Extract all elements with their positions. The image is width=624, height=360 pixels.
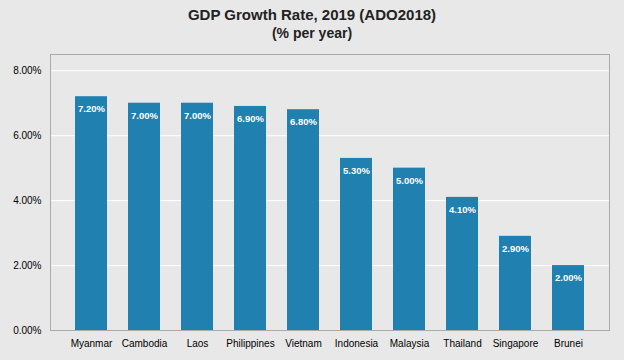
svg-text:2.00%: 2.00%: [555, 272, 582, 283]
svg-text:4.00%: 4.00%: [13, 195, 41, 206]
svg-text:Brunei: Brunei: [554, 338, 583, 349]
svg-text:5.30%: 5.30%: [343, 165, 370, 176]
svg-text:Cambodia: Cambodia: [122, 338, 168, 349]
svg-text:7.20%: 7.20%: [78, 103, 105, 114]
svg-text:Indonesia: Indonesia: [335, 338, 379, 349]
svg-text:0.00%: 0.00%: [13, 325, 41, 336]
svg-text:8.00%: 8.00%: [13, 65, 41, 76]
svg-text:6.80%: 6.80%: [290, 116, 317, 127]
svg-text:Malaysia: Malaysia: [390, 338, 430, 349]
svg-text:Philippines: Philippines: [226, 338, 274, 349]
svg-text:6.90%: 6.90%: [237, 113, 264, 124]
svg-text:Myanmar: Myanmar: [71, 338, 113, 349]
svg-text:7.00%: 7.00%: [184, 110, 211, 121]
svg-text:2.00%: 2.00%: [13, 260, 41, 271]
svg-text:5.00%: 5.00%: [396, 175, 423, 186]
svg-text:6.00%: 6.00%: [13, 130, 41, 141]
svg-text:7.00%: 7.00%: [131, 110, 158, 121]
html-text:GDP Growth Rate, 2019 (ADO2018: GDP Growth Rate, 2019 (ADO2018): [187, 6, 437, 23]
svg-text:Thailand: Thailand: [443, 338, 481, 349]
svg-text:Laos: Laos: [187, 338, 209, 349]
svg-text:Vietnam: Vietnam: [285, 338, 322, 349]
svg-text:2.90%: 2.90%: [502, 243, 529, 254]
svg-text:Singapore: Singapore: [493, 338, 539, 349]
svg-text:4.10%: 4.10%: [449, 204, 476, 215]
html-text:(% per year): (% per year): [271, 25, 353, 41]
